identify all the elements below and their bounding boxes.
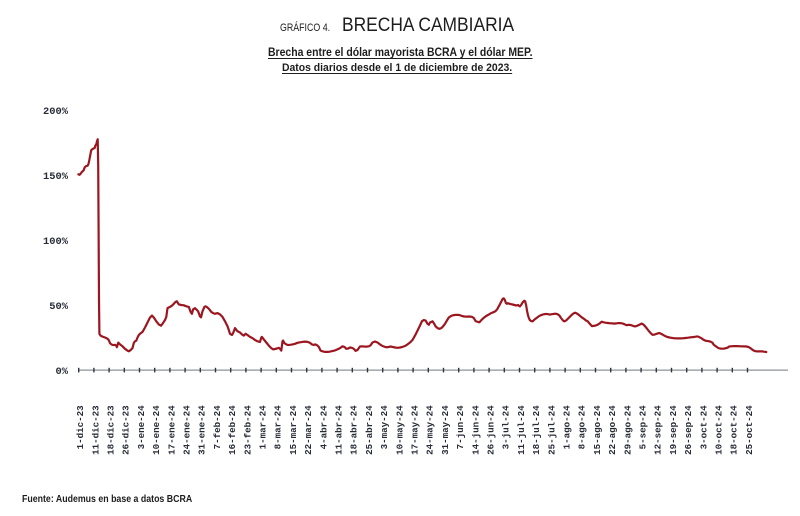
svg-text:10-oct-24: 10-oct-24 (714, 405, 725, 455)
svg-text:3-ene-24: 3-ene-24 (136, 405, 147, 450)
svg-text:11-dic-23: 11-dic-23 (90, 405, 101, 455)
svg-text:19-sep-24: 19-sep-24 (668, 405, 679, 455)
svg-text:24-ene-24: 24-ene-24 (182, 405, 193, 455)
svg-text:5-sep-24: 5-sep-24 (638, 405, 649, 450)
svg-text:26-jun-24: 26-jun-24 (486, 405, 497, 455)
svg-text:12-sep-24: 12-sep-24 (653, 405, 664, 455)
svg-text:18-oct-24: 18-oct-24 (729, 405, 740, 455)
svg-text:1-mar-24: 1-mar-24 (258, 405, 269, 450)
svg-text:26-sep-24: 26-sep-24 (683, 405, 694, 455)
svg-text:14-jun-24: 14-jun-24 (470, 405, 481, 455)
svg-text:22-mar-24: 22-mar-24 (303, 405, 314, 455)
svg-text:25-abr-24: 25-abr-24 (364, 405, 375, 455)
svg-text:8-mar-24: 8-mar-24 (273, 405, 284, 450)
svg-text:8-ago-24: 8-ago-24 (577, 405, 588, 450)
svg-text:100%: 100% (43, 236, 69, 248)
svg-text:7-jun-24: 7-jun-24 (455, 405, 466, 450)
svg-text:11-abr-24: 11-abr-24 (334, 405, 345, 455)
svg-text:26-dic-23: 26-dic-23 (121, 405, 132, 455)
svg-text:17-may-24: 17-may-24 (410, 405, 421, 455)
svg-text:31-may-24: 31-may-24 (440, 405, 451, 455)
svg-text:16-feb-24: 16-feb-24 (227, 405, 238, 455)
svg-text:3-jul-24: 3-jul-24 (501, 405, 512, 450)
svg-text:10-may-24: 10-may-24 (394, 405, 405, 455)
svg-text:150%: 150% (43, 171, 69, 183)
svg-text:18-jul-24: 18-jul-24 (531, 405, 542, 455)
svg-text:4-abr-24: 4-abr-24 (318, 405, 329, 450)
svg-text:18-abr-24: 18-abr-24 (349, 405, 360, 455)
svg-text:15-ago-24: 15-ago-24 (592, 405, 603, 455)
svg-text:23-feb-24: 23-feb-24 (242, 405, 253, 455)
svg-text:31-ene-24: 31-ene-24 (197, 405, 208, 455)
svg-text:17-ene-24: 17-ene-24 (166, 405, 177, 455)
svg-text:3-may-24: 3-may-24 (379, 405, 390, 450)
svg-text:11-jul-24: 11-jul-24 (516, 405, 527, 455)
svg-text:24-may-24: 24-may-24 (425, 405, 436, 455)
svg-text:25-jul-24: 25-jul-24 (546, 405, 557, 455)
svg-text:10-ene-24: 10-ene-24 (151, 405, 162, 455)
svg-text:200%: 200% (43, 106, 69, 118)
svg-text:25-oct-24: 25-oct-24 (744, 405, 755, 455)
svg-text:7-feb-24: 7-feb-24 (212, 405, 223, 450)
svg-text:18-dic-23: 18-dic-23 (106, 405, 117, 455)
svg-text:22-ago-24: 22-ago-24 (607, 405, 618, 455)
svg-text:1-ago-24: 1-ago-24 (562, 405, 573, 450)
svg-text:0%: 0% (56, 366, 69, 378)
svg-text:29-ago-24: 29-ago-24 (622, 405, 633, 455)
svg-text:1-dic-23: 1-dic-23 (75, 405, 86, 450)
svg-text:50%: 50% (49, 301, 68, 313)
svg-text:3-oct-24: 3-oct-24 (698, 405, 709, 450)
svg-text:15-mar-24: 15-mar-24 (288, 405, 299, 455)
